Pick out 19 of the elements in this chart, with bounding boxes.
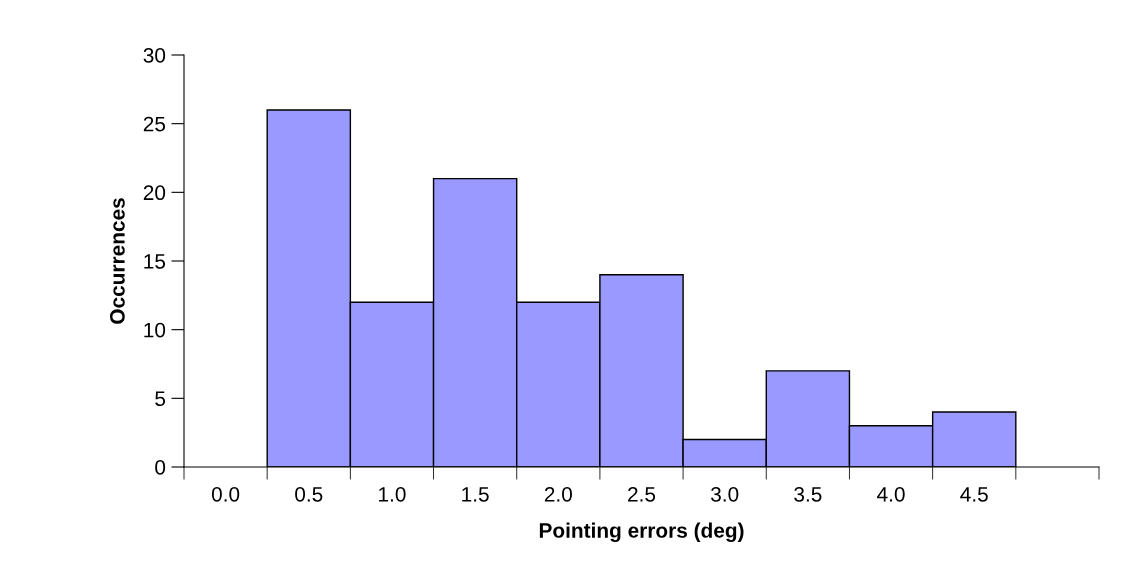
y-tick-label: 5 [155, 391, 166, 407]
y-tick-label: 0 [155, 460, 166, 475]
x-tick-label: 0.5 [295, 486, 323, 502]
x-tick-label: 1.5 [462, 487, 489, 502]
y-axis-title: Occurrences [110, 198, 125, 324]
x-tick-label: 1.0 [379, 486, 406, 502]
x-tick-label: 2.0 [544, 486, 572, 502]
x-tick-label: 3.0 [711, 486, 739, 502]
y-tick-label: 15 [144, 254, 166, 269]
x-tick-label: 4.5 [960, 487, 988, 502]
x-axis-title: Pointing errors (deg) [539, 522, 744, 543]
y-tick-label: 30 [143, 48, 166, 63]
y-tick-label: 20 [143, 185, 166, 201]
y-tick-label: 10 [144, 322, 166, 338]
x-tick-label: 2.5 [628, 486, 656, 502]
x-tick-label: 4.0 [877, 486, 905, 502]
x-tick-label: 0.0 [211, 486, 240, 502]
y-tick-label: 25 [143, 116, 166, 132]
x-tick-label: 3.5 [794, 486, 822, 502]
